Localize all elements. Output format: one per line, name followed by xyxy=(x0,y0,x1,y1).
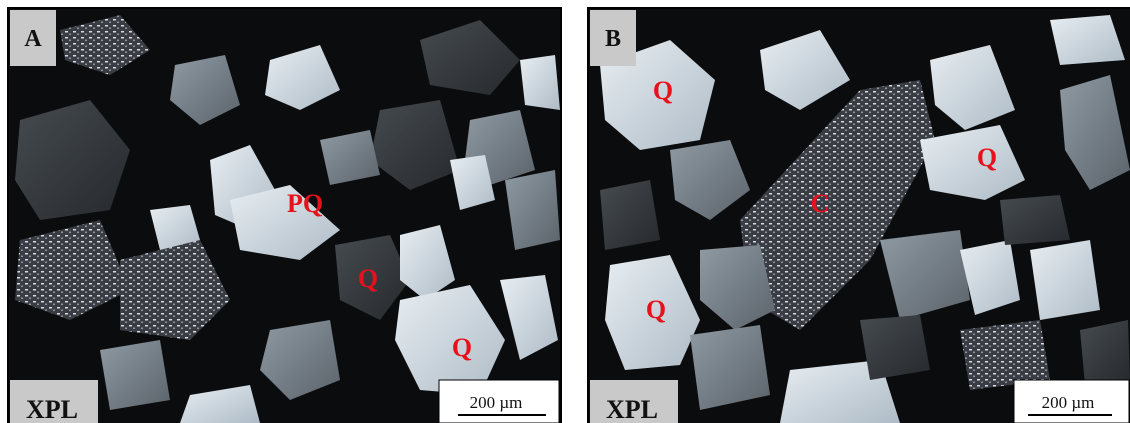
mineral-label: Q xyxy=(646,295,666,324)
mode-label: XPL xyxy=(26,395,78,423)
panel-b: B Q C Q Q XPL 200 µm xyxy=(588,8,1130,423)
mineral-label: PQ xyxy=(287,189,323,218)
scale-bar-label: 200 µm xyxy=(1042,393,1095,412)
panel-label: B xyxy=(605,26,621,52)
page: A PQ Q Q XPL 200 µm xyxy=(0,0,1130,423)
mineral-label: Q xyxy=(653,76,673,105)
mineral-label: Q xyxy=(977,143,997,172)
panel-a: A PQ Q Q XPL 200 µm xyxy=(8,8,561,423)
mineral-label: Q xyxy=(358,264,378,293)
mode-label: XPL xyxy=(606,395,658,423)
scale-bar-label: 200 µm xyxy=(470,393,523,412)
mineral-label: C xyxy=(811,189,830,218)
panel-label: A xyxy=(24,26,42,52)
mineral-label: Q xyxy=(452,333,472,362)
figure: A PQ Q Q XPL 200 µm xyxy=(0,0,1130,423)
